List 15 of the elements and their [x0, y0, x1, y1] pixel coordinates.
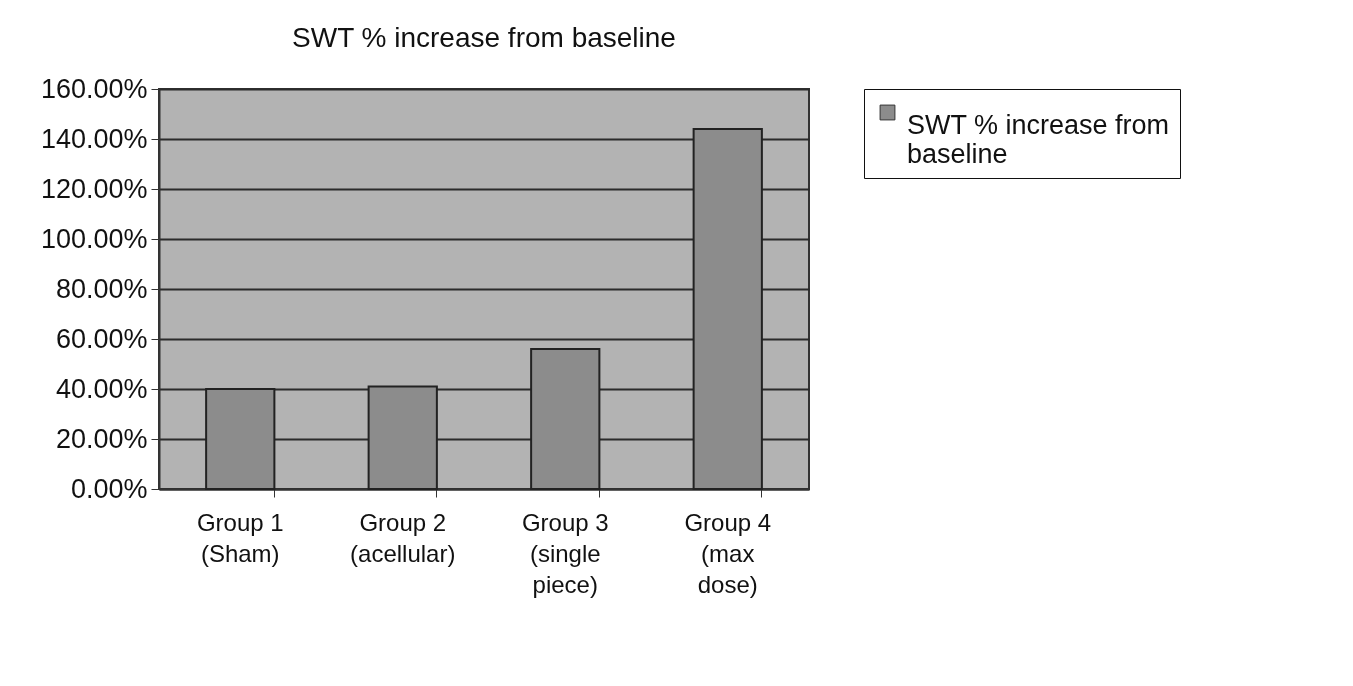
x-tick-label: Group 2 (acellular)	[350, 508, 456, 567]
y-tick-label: 160.00%	[40, 73, 148, 104]
x-tick-label: Group 4 (max dose)	[684, 508, 772, 598]
y-tick-label: 40.00%	[55, 373, 148, 404]
y-tick-label: 20.00%	[55, 423, 148, 454]
y-tick-label: 100.00%	[40, 223, 148, 254]
x-tick-label: Group 1 (Sham)	[196, 508, 284, 567]
chart-title: SWT % increase from baseline	[292, 22, 676, 53]
legend-label: SWT % increase from baseline	[907, 109, 1170, 169]
y-tick-label: 80.00%	[55, 273, 148, 304]
y-tick-label: 60.00%	[55, 323, 148, 354]
x-tick-label: Group 3 (single piece)	[521, 508, 609, 598]
y-tick-label: 140.00%	[40, 123, 148, 154]
y-tick-label: 0.00%	[70, 473, 148, 504]
y-tick-label: 120.00%	[40, 173, 148, 204]
